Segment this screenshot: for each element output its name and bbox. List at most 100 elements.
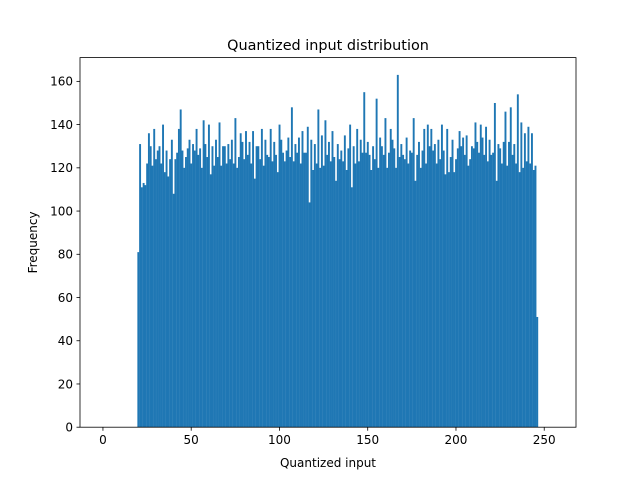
histogram-bar bbox=[213, 165, 216, 428]
histogram-bar bbox=[485, 126, 488, 428]
histogram-bar bbox=[463, 154, 466, 428]
chart-title: Quantized input distribution bbox=[227, 38, 429, 54]
histogram-bar bbox=[193, 150, 196, 428]
histogram-bar bbox=[188, 139, 191, 428]
histogram-bar bbox=[305, 152, 307, 428]
histogram-bar bbox=[335, 180, 337, 428]
x-tick-label: 200 bbox=[445, 433, 468, 447]
histogram-bar bbox=[382, 154, 385, 428]
histogram-bar bbox=[462, 137, 465, 428]
histogram-bar bbox=[299, 163, 302, 428]
histogram-bar bbox=[227, 144, 230, 428]
x-tick-label: 150 bbox=[356, 433, 379, 447]
histogram-bar bbox=[241, 141, 244, 428]
histogram-bar bbox=[474, 122, 477, 428]
histogram-bar bbox=[497, 144, 500, 428]
histogram-bar bbox=[149, 146, 152, 428]
histogram-bar bbox=[534, 165, 537, 428]
histogram-bar bbox=[220, 165, 223, 428]
histogram-bar bbox=[200, 167, 203, 428]
histogram-bar bbox=[206, 157, 209, 428]
histogram-bar bbox=[370, 169, 373, 428]
y-tick-label: 0 bbox=[65, 421, 73, 435]
histogram-bar bbox=[515, 163, 518, 428]
histogram-bar bbox=[329, 161, 332, 428]
histogram-bar bbox=[147, 133, 150, 428]
histogram-bar bbox=[523, 133, 526, 428]
histogram-bar bbox=[204, 144, 207, 428]
histogram-bar bbox=[215, 139, 217, 428]
histogram-bar bbox=[160, 163, 163, 428]
histogram-bar bbox=[430, 128, 433, 428]
histogram-bar bbox=[209, 174, 212, 428]
histogram-bar bbox=[169, 159, 172, 428]
histogram-bar bbox=[207, 124, 210, 428]
histogram-bar bbox=[181, 150, 184, 428]
histogram-bar bbox=[520, 122, 523, 428]
histogram-bar bbox=[162, 124, 164, 428]
histogram-bar bbox=[416, 154, 419, 428]
histogram-bar bbox=[439, 159, 442, 428]
histogram-bar bbox=[465, 135, 468, 428]
histogram-bar bbox=[347, 148, 350, 428]
histogram-bar bbox=[165, 150, 168, 428]
histogram-bar bbox=[280, 139, 283, 428]
histogram-bar bbox=[155, 159, 157, 428]
histogram-bar bbox=[282, 152, 285, 428]
histogram-bar bbox=[202, 120, 205, 428]
histogram-bar bbox=[306, 126, 309, 428]
histogram-bar bbox=[158, 146, 161, 428]
histogram-bar bbox=[139, 144, 142, 428]
histogram-bar bbox=[345, 169, 348, 428]
histogram-bar bbox=[190, 163, 193, 428]
y-tick-label: 120 bbox=[50, 161, 73, 175]
histogram-bar bbox=[358, 161, 360, 428]
histogram-bar bbox=[386, 167, 389, 428]
x-axis-label: Quantized input bbox=[280, 456, 376, 470]
histogram-bar bbox=[269, 128, 272, 428]
histogram-bar bbox=[467, 165, 470, 428]
y-tick-label: 140 bbox=[50, 118, 73, 132]
histogram-bar bbox=[250, 163, 253, 428]
histogram-bar bbox=[398, 157, 401, 428]
histogram-bar bbox=[472, 148, 475, 428]
histogram-bar bbox=[151, 165, 154, 428]
histogram-bar bbox=[460, 146, 463, 428]
histogram-bar bbox=[458, 131, 461, 428]
histogram-bar bbox=[183, 167, 186, 428]
histogram-bar bbox=[516, 94, 519, 428]
histogram-bar bbox=[292, 161, 295, 428]
histogram-bar bbox=[440, 124, 443, 428]
histogram-bar bbox=[301, 131, 304, 428]
histogram-bar bbox=[222, 146, 225, 428]
histogram-bar bbox=[455, 159, 458, 428]
histogram-bar bbox=[236, 167, 239, 428]
histogram-bar bbox=[142, 182, 145, 428]
histogram-bar bbox=[481, 137, 484, 428]
histogram-bar bbox=[185, 157, 187, 428]
histogram-bar bbox=[328, 141, 330, 428]
histogram-bar bbox=[315, 163, 318, 428]
histogram-bar bbox=[331, 131, 334, 428]
histogram-bar bbox=[289, 157, 292, 428]
histogram-bar bbox=[176, 152, 179, 428]
histogram-bar bbox=[530, 133, 533, 428]
histogram-bar bbox=[437, 139, 440, 428]
histogram-bar bbox=[262, 165, 265, 428]
histogram-bar bbox=[343, 135, 346, 428]
histogram-bar bbox=[412, 118, 415, 428]
histogram-bar bbox=[483, 154, 486, 428]
histogram-bar bbox=[409, 150, 412, 428]
histogram-bar bbox=[229, 159, 232, 428]
histogram-bar bbox=[350, 187, 353, 428]
histogram-bar bbox=[389, 128, 392, 428]
histogram-bar bbox=[243, 159, 246, 428]
histogram-bar bbox=[435, 163, 438, 428]
y-tick-label: 80 bbox=[58, 248, 73, 262]
histogram-bar bbox=[218, 122, 221, 428]
histogram-bar bbox=[449, 157, 452, 428]
y-tick-label: 40 bbox=[58, 334, 73, 348]
histogram-bar bbox=[502, 141, 505, 428]
histogram-bar bbox=[372, 146, 375, 428]
